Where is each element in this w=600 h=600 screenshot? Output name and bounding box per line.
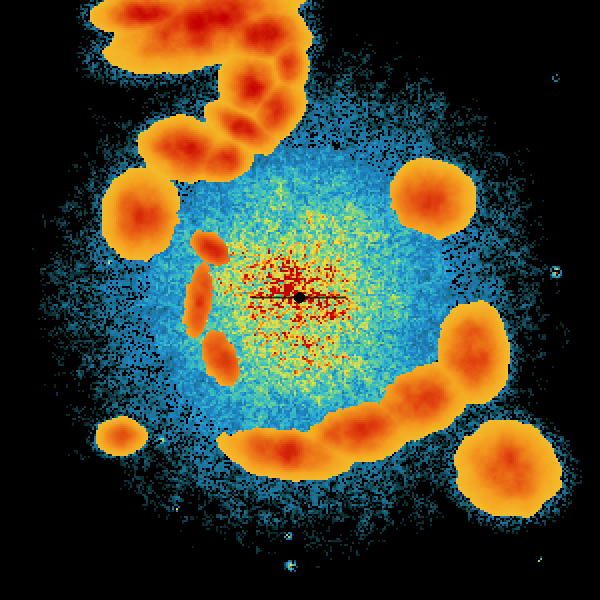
intensity-raster [0, 0, 600, 600]
image-viewport[interactable] [0, 0, 600, 600]
